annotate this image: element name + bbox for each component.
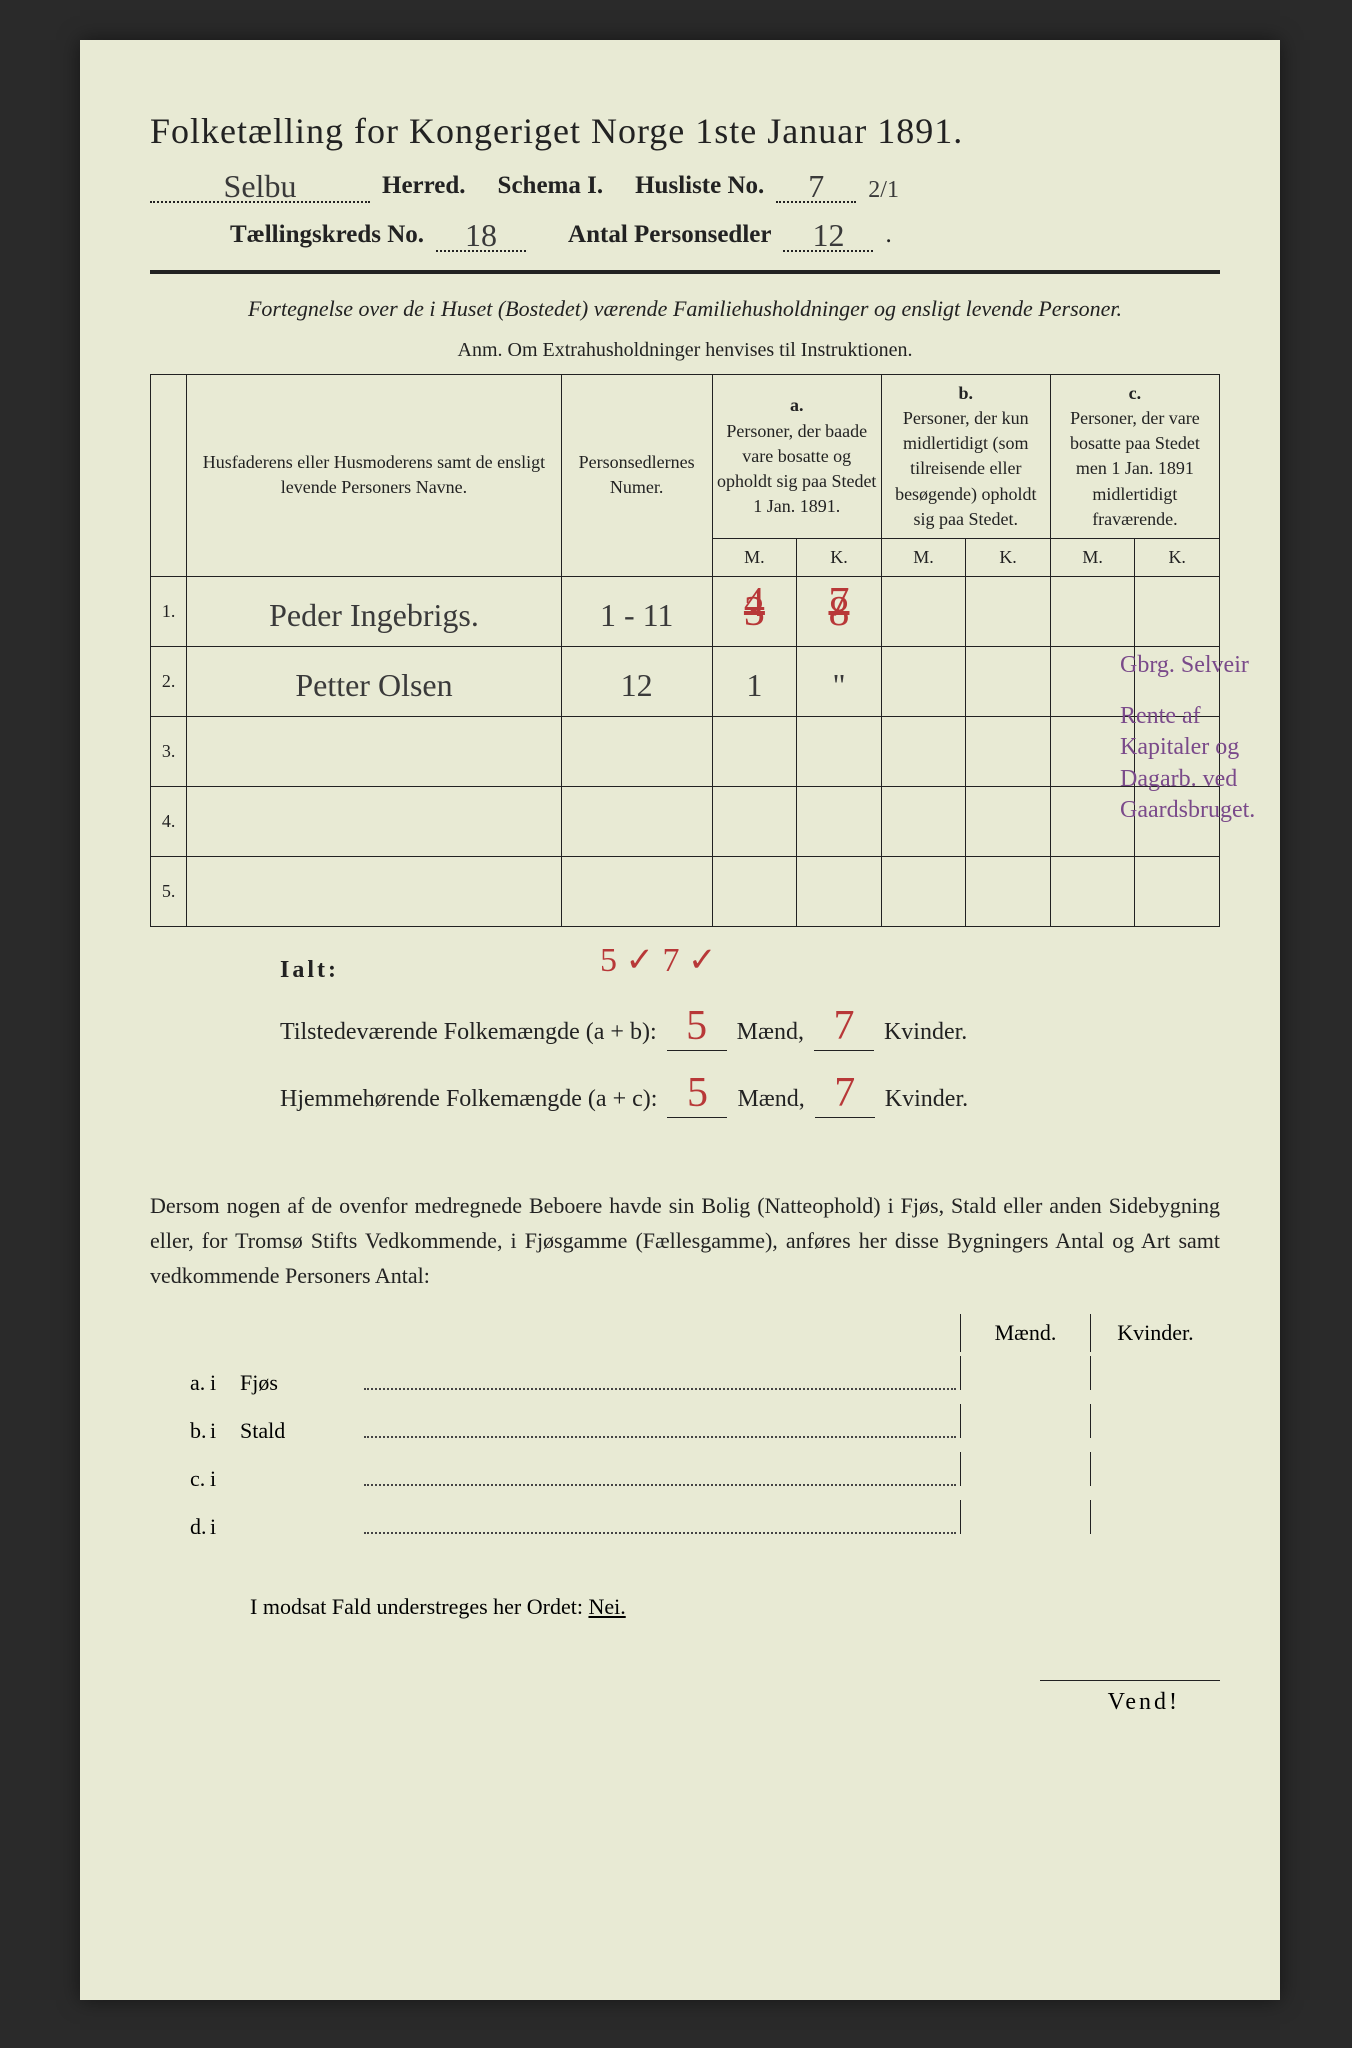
row-pers: 12 — [561, 647, 712, 717]
herred-label: Herred. — [382, 172, 466, 200]
row-am — [712, 787, 797, 857]
row-ak — [797, 857, 882, 927]
vend: Vend! — [1040, 1680, 1220, 1716]
row-bk — [966, 647, 1051, 717]
row-ak — [797, 787, 882, 857]
nei-word: Nei. — [588, 1594, 625, 1619]
building-row: b. i Stald — [150, 1400, 1220, 1448]
husliste-frac: 2/1 — [868, 177, 899, 204]
kreds-label: Tællingskreds No. — [230, 221, 424, 249]
tilstede-k: 7 — [814, 1002, 874, 1051]
census-form: Folketælling for Kongeriget Norge 1ste J… — [80, 40, 1280, 2000]
col-pers: Personsedlernes Numer. — [561, 374, 712, 576]
divider — [150, 270, 1220, 274]
mk-kvinder: Kvinder. — [1090, 1314, 1220, 1352]
ialt-label: Ialt: — [280, 957, 339, 984]
table-row: 4. — [151, 787, 1220, 857]
row-bm — [881, 857, 966, 927]
kreds-field: 18 — [436, 213, 526, 252]
col-c-m: M. — [1050, 538, 1135, 576]
totals-section: Ialt: Tilstedeværende Folkemængde (a + b… — [150, 957, 1220, 1118]
col-b-label: b.Personer, der kun midlertidigt (som ti… — [881, 374, 1050, 538]
header-row-1: Selbu Herred. Schema I. Husliste No. 7 2… — [150, 164, 1220, 203]
tilstede-m: 5 — [667, 1002, 727, 1051]
herred-field: Selbu — [150, 164, 370, 203]
row-ak — [797, 717, 882, 787]
table-row: 3. — [151, 717, 1220, 787]
form-title: Folketælling for Kongeriget Norge 1ste J… — [150, 110, 1220, 152]
row-ak: 78 — [797, 577, 882, 647]
row-bk — [966, 857, 1051, 927]
row-num: 5. — [151, 857, 187, 927]
margin-annotations: Gbrg. Selveir Rente af Kapitaler og Daga… — [1120, 650, 1260, 826]
header-row-2: Tællingskreds No. 18 Antal Personsedler … — [150, 213, 1220, 252]
row-bk — [966, 787, 1051, 857]
building-table: Mænd. Kvinder. a. i Fjøs b. i Stald c. i… — [150, 1314, 1220, 1544]
table-row: 2. Petter Olsen 12 1 " — [151, 647, 1220, 717]
row-bm — [881, 577, 966, 647]
husliste-label: Husliste No. — [635, 172, 764, 200]
col-a-k: K. — [797, 538, 882, 576]
col-b-m: M. — [881, 538, 966, 576]
mk-header: Mænd. Kvinder. — [150, 1314, 1220, 1352]
antal-label: Antal Personsedler — [568, 221, 771, 249]
building-row: a. i Fjøs — [150, 1352, 1220, 1400]
col-a-m: M. — [712, 538, 797, 576]
tilstede-label: Tilstedeværende Folkemængde (a + b): — [280, 1019, 657, 1046]
row-bm — [881, 787, 966, 857]
row-name: Petter Olsen — [187, 647, 561, 717]
row-name: Peder Ingebrigs. — [187, 577, 561, 647]
row-ak: " — [797, 647, 882, 717]
row-pers — [561, 857, 712, 927]
row-ck — [1135, 577, 1220, 647]
margin-note-2: Rente af Kapitaler og Dagarb. ved Gaards… — [1120, 701, 1260, 826]
col-b-k: K. — [966, 538, 1051, 576]
anm-note: Anm. Om Extrahusholdninger henvises til … — [150, 339, 1220, 362]
row-name — [187, 857, 561, 927]
row-pers: 1 - 11 — [561, 577, 712, 647]
row-cm — [1050, 857, 1135, 927]
building-row: d. i — [150, 1496, 1220, 1544]
building-paragraph: Dersom nogen af de ovenfor medregnede Be… — [150, 1188, 1220, 1294]
row-num: 2. — [151, 647, 187, 717]
margin-note-1: Gbrg. Selveir — [1120, 650, 1260, 681]
hjemme-m: 5 — [667, 1069, 727, 1118]
husliste-field: 7 — [776, 164, 856, 203]
row-pers — [561, 717, 712, 787]
row-name — [187, 717, 561, 787]
hjemme-k: 7 — [815, 1069, 875, 1118]
col-c-label: c.Personer, der vare bosatte paa Stedet … — [1050, 374, 1219, 538]
row-am — [712, 857, 797, 927]
mk-maend: Mænd. — [960, 1314, 1090, 1352]
schema-label: Schema I. — [498, 172, 604, 200]
row-cm — [1050, 577, 1135, 647]
col-names: Husfaderens eller Husmoderens samt de en… — [187, 374, 561, 576]
row-ck — [1135, 857, 1220, 927]
row-pers — [561, 787, 712, 857]
row-am: 43 — [712, 577, 797, 647]
row-bm — [881, 717, 966, 787]
row-num: 1. — [151, 577, 187, 647]
nei-line: I modsat Fald understreges her Ordet: Ne… — [150, 1594, 1220, 1620]
building-row: c. i — [150, 1448, 1220, 1496]
row-bk — [966, 717, 1051, 787]
col-c-k: K. — [1135, 538, 1220, 576]
row-bk — [966, 577, 1051, 647]
row-name — [187, 787, 561, 857]
row-num: 3. — [151, 717, 187, 787]
row-num: 4. — [151, 787, 187, 857]
hjemme-label: Hjemmehørende Folkemængde (a + c): — [280, 1086, 657, 1113]
col-rownum — [151, 374, 187, 576]
antal-field: 12 — [783, 213, 873, 252]
subtitle: Fortegnelse over de i Huset (Bostedet) v… — [150, 294, 1220, 325]
row-am: 1 — [712, 647, 797, 717]
table-row: 5. — [151, 857, 1220, 927]
household-table: Husfaderens eller Husmoderens samt de en… — [150, 374, 1220, 927]
row-bm — [881, 647, 966, 717]
table-row: 1. Peder Ingebrigs. 1 - 11 43 78 — [151, 577, 1220, 647]
row-am — [712, 717, 797, 787]
col-a-label: a.Personer, der baade vare bosatte og op… — [712, 374, 881, 538]
